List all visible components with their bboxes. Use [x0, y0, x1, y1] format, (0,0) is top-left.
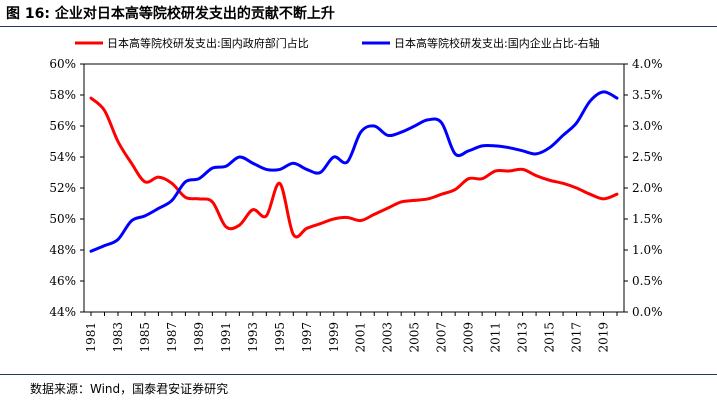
left-axis-tick-label: 60%: [49, 57, 76, 71]
title-rule: [0, 26, 717, 27]
series-line-enterprise: [89, 90, 619, 253]
left-axis-tick-label: 46%: [49, 274, 76, 288]
left-axis-tick-label: 54%: [49, 150, 76, 164]
right-axis-tick-label: 1.5%: [632, 212, 663, 226]
x-axis-tick-label: 1991: [219, 322, 233, 353]
right-axis-tick-label: 2.5%: [632, 150, 663, 164]
figure-header: 图 16: 企业对日本高等院校研发支出的贡献不断上升: [0, 0, 717, 27]
chart-container: 日本高等院校研发支出:国内政府部门占比 日本高等院校研发支出:国内企业占比-右轴…: [0, 27, 717, 372]
left-axis-tick-label: 58%: [49, 88, 76, 102]
x-axis-tick-label: 2009: [462, 322, 476, 353]
x-axis-tick-label: 2003: [381, 322, 395, 353]
right-axis-tick-label: 0.0%: [632, 305, 663, 319]
left-axis-tick-label: 48%: [49, 243, 76, 257]
x-axis-tick-label: 2005: [408, 322, 422, 353]
left-axis-tick-label: 56%: [49, 119, 76, 133]
series-line-government: [89, 96, 619, 239]
right-axis-tick-label: 0.5%: [632, 274, 663, 288]
x-axis-tick-label: 2013: [516, 322, 530, 353]
x-axis-tick-label: 1985: [138, 322, 152, 353]
x-axis-tick-label: 2001: [354, 322, 368, 353]
x-axis-tick-label: 1995: [273, 322, 287, 353]
x-axis-tick-label: 2015: [543, 322, 557, 353]
chart-marks: [89, 90, 619, 253]
figure-title: 图 16: 企业对日本高等院校研发支出的贡献不断上升: [6, 6, 335, 22]
x-axis-tick-label: 2011: [489, 322, 503, 353]
x-axis-tick-label: 2019: [597, 322, 611, 353]
x-axis-tick-label: 1987: [165, 322, 179, 353]
x-axis-tick-label: 1983: [111, 322, 125, 353]
right-axis-tick-label: 4.0%: [632, 57, 663, 71]
line-chart: 日本高等院校研发支出:国内政府部门占比 日本高等院校研发支出:国内企业占比-右轴…: [49, 36, 662, 353]
right-axis-tick-label: 2.0%: [632, 181, 663, 195]
legend: 日本高等院校研发支出:国内政府部门占比 日本高等院校研发支出:国内企业占比-右轴: [75, 36, 600, 50]
left-axis-tick-label: 50%: [49, 212, 76, 226]
left-axis-tick-label: 52%: [49, 181, 76, 195]
source-rule: [0, 374, 717, 375]
left-axis-tick-label: 44%: [49, 305, 76, 319]
x-axis-tick-label: 2007: [435, 322, 449, 353]
x-axis-tick-label: 2017: [570, 322, 584, 353]
right-axis-tick-label: 3.0%: [632, 119, 663, 133]
x-axis-tick-label: 1997: [300, 322, 314, 353]
right-axis-tick-label: 1.0%: [632, 243, 663, 257]
plot-frame: [83, 63, 625, 313]
right-axis-tick-label: 3.5%: [632, 88, 663, 102]
legend-label-enterprise: 日本高等院校研发支出:国内企业占比-右轴: [394, 36, 600, 50]
legend-label-government: 日本高等院校研发支出:国内政府部门占比: [107, 36, 309, 50]
axes: 44% 46% 48% 50% 52% 54% 56% 58% 60% 0.0% 0.5% 1.0% 1…: [49, 57, 662, 353]
x-axis-tick-label: 1989: [192, 322, 206, 353]
x-axis-tick-label: 1993: [246, 322, 260, 353]
data-source: 数据来源：Wind，国泰君安证券研究: [30, 382, 229, 396]
x-axis-tick-label: 1999: [327, 322, 341, 353]
x-axis-tick-label: 1981: [84, 322, 98, 353]
